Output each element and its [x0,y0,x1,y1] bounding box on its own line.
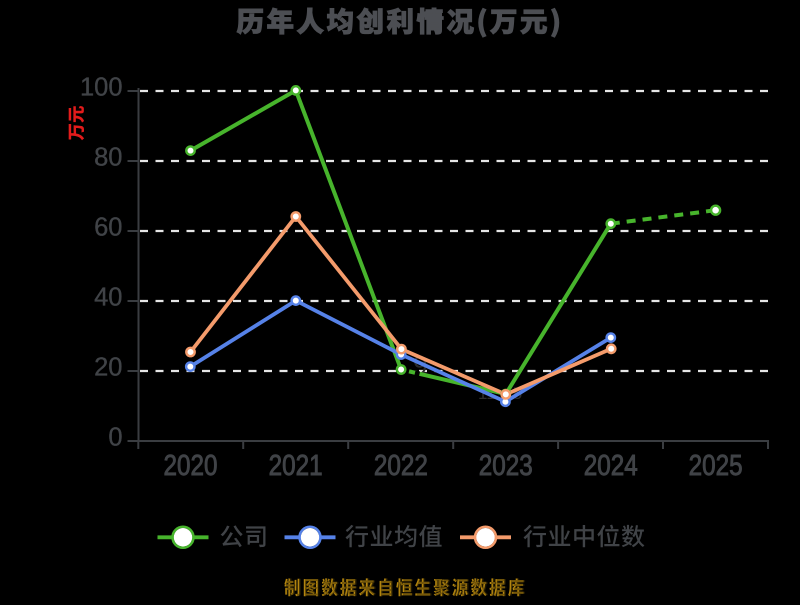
svg-text:2020: 2020 [164,450,218,482]
svg-text:2022: 2022 [374,450,428,482]
svg-text:0: 0 [108,424,122,452]
svg-text:2023: 2023 [479,450,533,482]
svg-text:100: 100 [80,74,123,102]
svg-text:2024: 2024 [584,450,638,482]
svg-text:80: 80 [94,144,122,172]
svg-text:20: 20 [94,354,122,382]
svg-text:40: 40 [94,284,122,312]
svg-text:60: 60 [94,214,122,242]
svg-text:2021: 2021 [269,450,323,482]
svg-text:2025: 2025 [689,450,743,482]
